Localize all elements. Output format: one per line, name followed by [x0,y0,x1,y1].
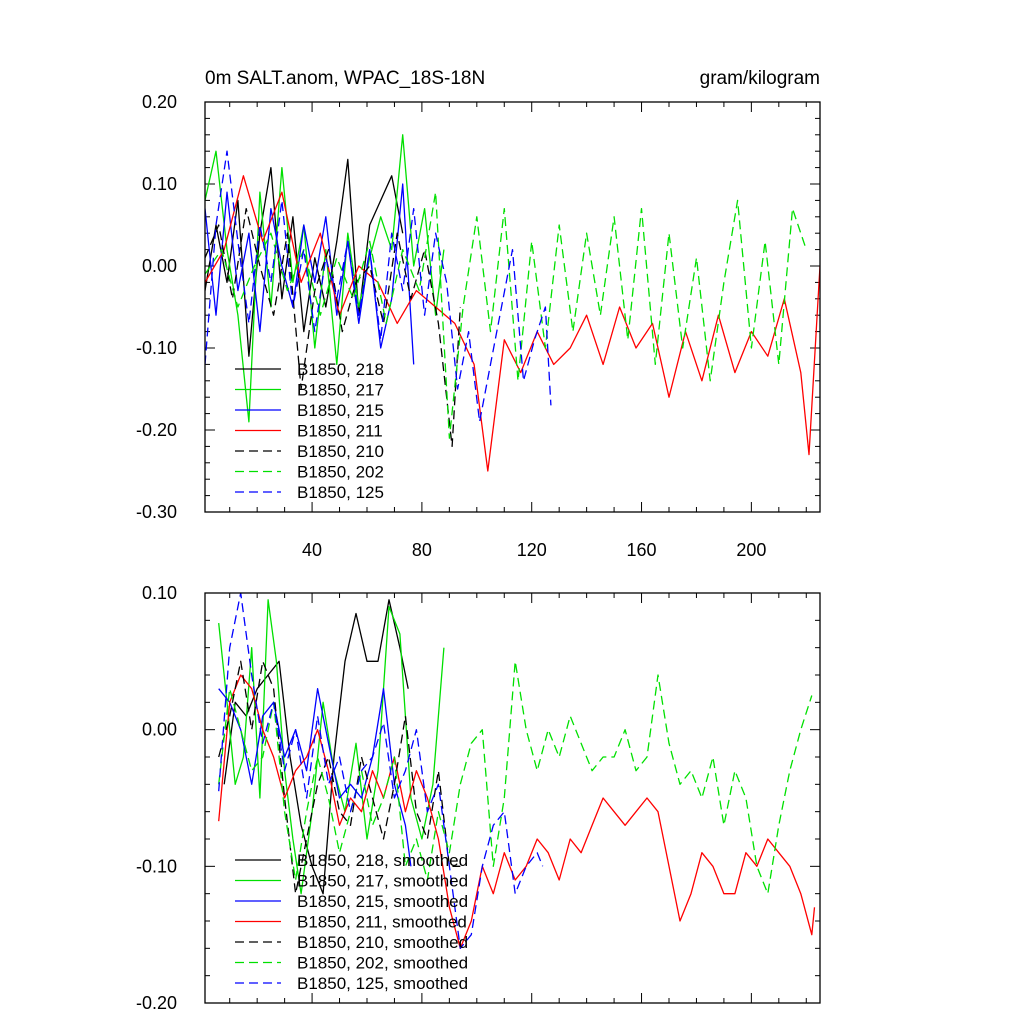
legend-label: B1850, 210, smoothed [297,933,468,952]
bottom-series-group [218,593,816,949]
series-line [218,599,445,895]
series-line [218,593,544,949]
bottom-panel: 0.100.00-0.10-0.20 B1850, 218, smoothedB… [136,583,821,1013]
y-tick-label: 0.10 [142,583,177,603]
series-line [205,150,552,423]
legend-label: B1850, 125, smoothed [297,974,468,993]
legend-label: B1850, 218 [297,360,384,379]
series-line [205,191,807,439]
legend-label: B1850, 211 [297,422,383,441]
y-tick-label: -0.10 [136,338,177,358]
x-tick-label: 120 [517,540,547,560]
legend-label: B1850, 202, smoothed [297,954,468,973]
series-line [218,688,412,867]
x-tick-label: 200 [736,540,766,560]
series-line [205,134,445,423]
y-tick-label: -0.20 [136,993,177,1013]
y-tick-label: 0.00 [142,256,177,276]
top-title-right: gram/kilogram [700,68,820,89]
series-line [218,660,461,895]
legend-label: B1850, 217, smoothed [297,872,468,891]
series-line [218,674,816,949]
y-tick-label: 0.00 [142,720,177,740]
y-tick-label: -0.30 [136,502,177,522]
bottom-axis-ticks: 0.10 0.00 -0.10 -0.20 [136,583,820,1013]
series-line [205,158,404,357]
legend-label: B1850, 125 [297,483,384,502]
legend-label: B1850, 217 [297,381,384,400]
y-tick-label: 0.20 [142,92,177,112]
series-line [205,183,415,365]
legend-label: B1850, 218, smoothed [297,851,468,870]
bottom-plot-frame [204,592,821,1004]
top-title-left: 0m SALT.anom, WPAC_18S-18N [205,68,485,89]
top-plot-frame [204,101,821,513]
legend-label: B1850, 215, smoothed [297,892,468,911]
y-tick-label: 0.10 [142,174,177,194]
top-panel: 0m SALT.anom, WPAC_18S-18N gram/kilogram… [136,68,821,560]
top-axis-ticks: 0.20 0.10 0.00 -0.10 -0.20 -0.30 40 80 120 160 200 [136,92,820,560]
y-tick-label: -0.20 [136,420,177,440]
x-tick-label: 80 [412,540,432,560]
series-line [223,599,409,895]
legend-label: B1850, 211, smoothed [297,913,467,932]
series-line [205,207,461,448]
legend-label: B1850, 202 [297,463,384,482]
bottom-legend: B1850, 218, smoothed B1850, 217, smoothed… [235,851,468,993]
y-tick-label: -0.10 [136,856,177,876]
top-series-group [205,134,820,472]
x-tick-label: 40 [302,540,322,560]
legend-label: B1850, 215 [297,401,384,420]
x-tick-label: 160 [627,540,657,560]
legend-label: B1850, 210 [297,442,384,461]
